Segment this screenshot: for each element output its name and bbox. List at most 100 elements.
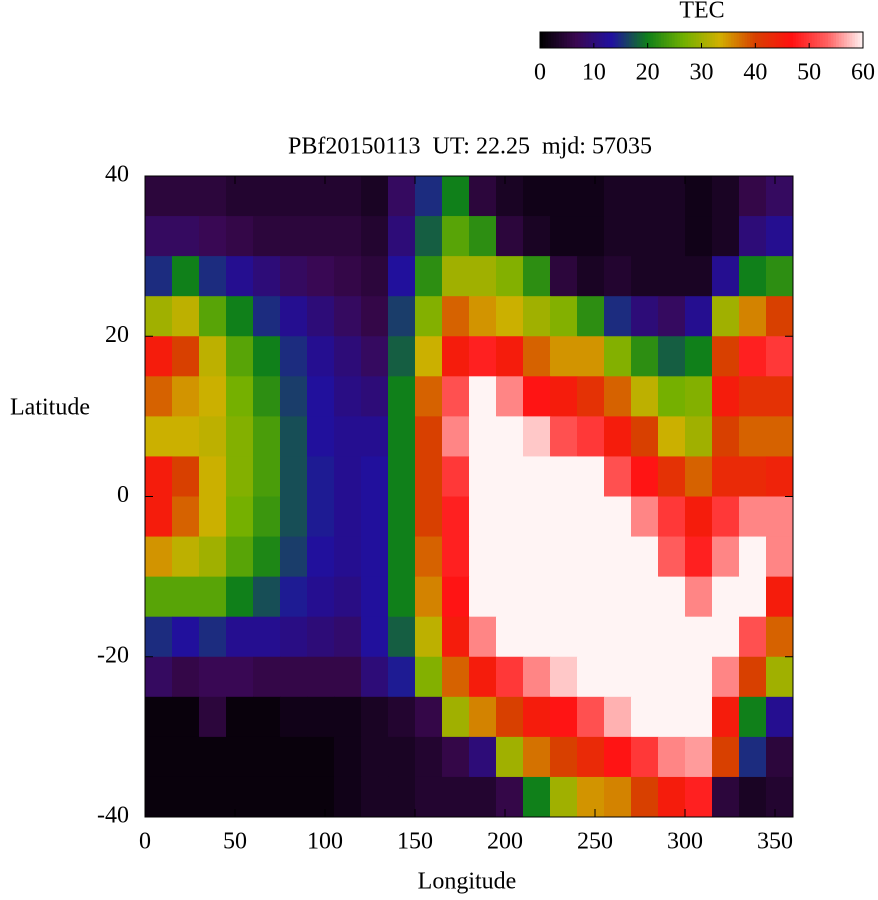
heat-cell xyxy=(388,256,416,297)
heat-cell xyxy=(523,376,551,417)
heat-cell xyxy=(226,616,254,658)
heat-cell xyxy=(199,736,227,778)
heat-cell xyxy=(415,416,443,457)
heat-cell xyxy=(442,296,470,337)
colorbar-segment xyxy=(682,32,686,48)
heat-cell xyxy=(145,256,173,297)
colorbar-segment xyxy=(669,32,673,48)
heat-cell xyxy=(658,336,686,377)
colorbar-segment xyxy=(749,32,754,48)
colorbar-segment xyxy=(712,32,716,48)
heat-cell xyxy=(145,696,173,738)
colorbar-segment xyxy=(849,32,853,48)
heat-cell xyxy=(739,576,767,618)
heat-cell xyxy=(550,216,578,257)
heat-cell xyxy=(739,736,767,778)
x-tick-label: 100 xyxy=(307,829,343,855)
heat-cell xyxy=(334,496,362,538)
colorbar-segment xyxy=(790,32,794,48)
heat-cell xyxy=(550,616,578,658)
heat-cell xyxy=(766,496,794,538)
heat-cell xyxy=(334,336,362,377)
heat-cell xyxy=(199,536,227,578)
colorbar-segment xyxy=(798,32,802,48)
colorbar-segment xyxy=(556,32,560,48)
heat-cell xyxy=(604,176,632,217)
colorbar-segment xyxy=(709,32,713,48)
heat-cell xyxy=(469,696,497,738)
heat-cell xyxy=(280,416,308,457)
colorbar-segment xyxy=(604,32,608,48)
heat-cell xyxy=(739,536,767,578)
heat-cell xyxy=(658,696,686,738)
heat-cell xyxy=(415,696,443,738)
colorbar-segment xyxy=(647,32,651,48)
colorbar-segment xyxy=(580,32,584,48)
x-tick-label: 50 xyxy=(223,829,247,855)
heat-cell xyxy=(361,616,389,658)
colorbar-segment xyxy=(779,32,783,48)
heat-cell xyxy=(172,696,200,738)
heat-cell xyxy=(523,456,551,497)
colorbar-segment xyxy=(639,32,643,48)
heat-cell xyxy=(496,256,524,297)
heat-cell xyxy=(307,576,335,618)
heat-cell xyxy=(631,696,659,738)
heat-cell xyxy=(334,416,362,457)
heat-cell xyxy=(523,256,551,297)
heat-cell xyxy=(631,376,659,417)
heat-cell xyxy=(496,776,524,818)
heat-cell xyxy=(145,456,173,497)
colorbar-segment xyxy=(768,32,773,48)
heat-cell xyxy=(361,216,389,257)
heat-cell xyxy=(766,696,794,738)
heat-cell xyxy=(253,176,281,217)
heat-cell xyxy=(307,176,335,217)
heat-cell xyxy=(496,376,524,417)
heat-cell xyxy=(172,456,200,497)
colorbar-segment xyxy=(803,32,808,48)
heat-cell xyxy=(631,616,659,658)
heat-cell xyxy=(280,256,308,297)
heat-cell xyxy=(172,536,200,578)
colorbar-segment xyxy=(642,32,646,48)
heat-cell xyxy=(442,656,470,698)
heat-cell xyxy=(442,496,470,538)
colorbar-tick-label: 20 xyxy=(636,60,660,86)
colorbar-segment xyxy=(841,32,845,48)
heat-cell xyxy=(253,736,281,778)
colorbar-segment xyxy=(593,32,598,48)
heat-cell xyxy=(415,216,443,257)
heat-cell xyxy=(469,536,497,578)
y-tick-label: -20 xyxy=(97,642,129,668)
heat-cell xyxy=(172,296,200,337)
heat-cell xyxy=(766,336,794,377)
colorbar-segment xyxy=(760,32,765,48)
heat-cell xyxy=(307,416,335,457)
heat-cell xyxy=(361,176,389,217)
heat-cell xyxy=(766,256,794,297)
heat-cell xyxy=(469,296,497,337)
colorbar-segment xyxy=(811,32,816,48)
heat-cell xyxy=(577,696,605,738)
heat-cell xyxy=(334,296,362,337)
heat-cell xyxy=(361,416,389,457)
colorbar-segment xyxy=(706,32,711,48)
heat-cell xyxy=(631,736,659,778)
heat-cell xyxy=(226,576,254,618)
heat-cell xyxy=(226,336,254,377)
heat-cell xyxy=(523,576,551,618)
heat-cell xyxy=(739,776,767,818)
heat-cell xyxy=(280,336,308,377)
heat-cell xyxy=(523,656,551,698)
heat-cell xyxy=(712,776,740,818)
heat-cell xyxy=(172,776,200,818)
colorbar-segment xyxy=(561,32,565,48)
colorbar-segment xyxy=(701,32,705,48)
heat-cell xyxy=(226,496,254,538)
heat-cell xyxy=(361,776,389,818)
heat-cell xyxy=(577,776,605,818)
heat-cell xyxy=(739,216,767,257)
heat-cell xyxy=(685,416,713,457)
heat-cell xyxy=(577,576,605,618)
